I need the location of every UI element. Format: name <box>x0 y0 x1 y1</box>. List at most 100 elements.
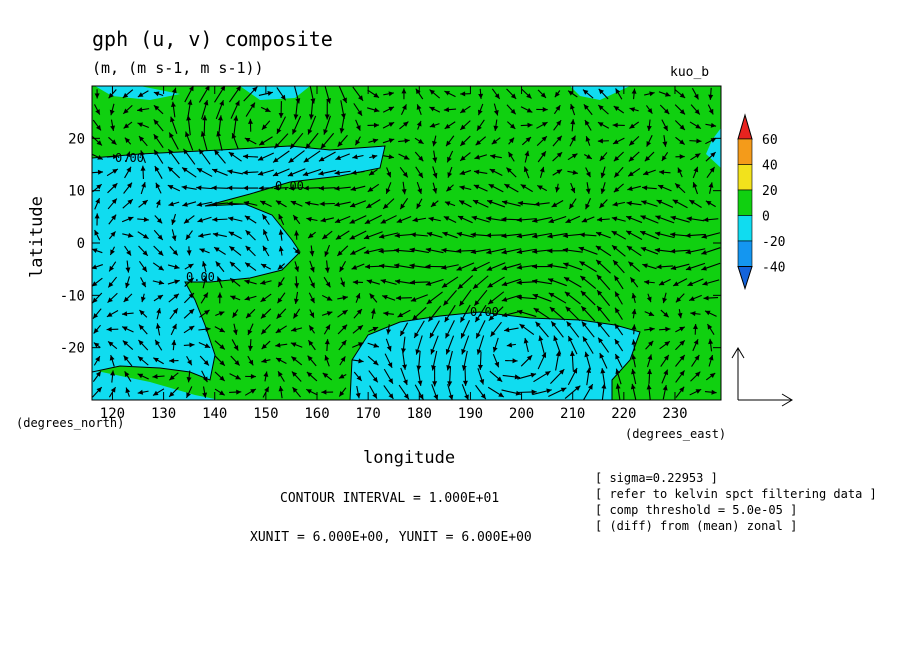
wind-vector <box>350 185 366 192</box>
reference-vector <box>731 347 793 407</box>
wind-vector <box>368 138 379 144</box>
wind-vector <box>294 230 300 240</box>
x-axis: 120 130 140 150 160 170 180 190 200 210 220 230 <box>100 86 688 422</box>
wind-vector <box>125 260 131 273</box>
wind-vector <box>501 278 522 287</box>
wind-vector <box>366 279 380 285</box>
wind-vector <box>410 232 428 238</box>
wind-vector <box>441 247 459 253</box>
wind-vector <box>214 388 225 396</box>
wind-vector <box>570 119 576 132</box>
wind-vector <box>532 264 553 270</box>
wind-vector <box>324 99 330 120</box>
wind-vector <box>324 244 331 257</box>
wind-vector <box>292 386 301 398</box>
wind-vector <box>491 137 501 145</box>
wind-vector <box>278 229 284 241</box>
wind-vector <box>242 170 259 176</box>
wind-vector <box>596 274 611 291</box>
wind-vector <box>533 370 551 383</box>
wind-vector <box>199 248 210 254</box>
wind-vector <box>215 100 224 120</box>
wind-vector <box>506 104 517 115</box>
colorbar-swatch <box>737 215 753 242</box>
wind-vector <box>625 230 643 240</box>
wind-vector <box>183 308 195 319</box>
wind-vector <box>430 200 439 208</box>
wind-vector <box>614 353 623 368</box>
wind-vector <box>611 230 627 240</box>
wind-vector <box>627 167 641 177</box>
wind-vector <box>380 215 397 224</box>
wind-vector <box>486 199 506 208</box>
wind-vector <box>644 326 655 332</box>
wind-vector <box>685 232 706 238</box>
wind-vector <box>415 166 424 179</box>
wind-vector <box>233 115 239 135</box>
wind-vector <box>552 169 563 176</box>
x-tick-label: 140 <box>202 406 227 422</box>
wind-vector <box>473 184 488 192</box>
x-tick-label: 200 <box>509 406 534 422</box>
wind-vector <box>611 216 626 222</box>
wind-vector <box>385 182 392 195</box>
wind-vector <box>181 167 197 178</box>
wind-vector <box>308 276 315 289</box>
wind-vector <box>292 308 301 319</box>
wind-vector <box>659 326 671 332</box>
wind-vector <box>397 309 411 318</box>
wind-vector <box>643 279 655 285</box>
wind-vector <box>520 122 533 128</box>
wind-vector <box>708 87 714 100</box>
wind-vector <box>674 120 686 131</box>
y-units-label: (degrees_north) <box>16 416 124 430</box>
wind-vector <box>492 337 499 353</box>
wind-vector <box>309 245 315 257</box>
wind-vector <box>476 119 485 131</box>
wind-vector <box>260 106 271 113</box>
wind-vector <box>476 335 485 355</box>
wind-vector <box>155 323 161 336</box>
wind-vector <box>257 152 275 161</box>
wind-vector <box>398 138 410 144</box>
wind-vector <box>569 350 575 371</box>
y-tick-label: 20 <box>68 131 85 147</box>
wind-vector <box>428 305 442 322</box>
wind-vector <box>486 262 506 271</box>
contour-line <box>349 311 641 400</box>
wind-vector <box>154 165 163 179</box>
colorbar-label: 60 <box>762 133 778 148</box>
colorbar-swatch <box>737 266 753 291</box>
wind-vector <box>322 372 333 381</box>
wind-vector <box>199 355 210 366</box>
wind-vector <box>307 231 316 239</box>
wind-vector <box>138 245 149 257</box>
wind-vector <box>581 216 595 223</box>
wind-vector <box>368 168 378 176</box>
wind-vector <box>214 355 226 367</box>
wind-vector <box>292 115 302 135</box>
wind-vector <box>563 276 582 288</box>
wind-vector <box>339 260 347 273</box>
wind-vector <box>471 261 490 272</box>
wind-vector <box>690 311 701 317</box>
wind-vector <box>108 214 117 225</box>
wind-vector <box>520 106 533 113</box>
wind-vector <box>584 119 592 131</box>
wind-vector <box>409 279 429 285</box>
wind-vector <box>701 247 721 255</box>
wind-vector <box>183 325 195 334</box>
wind-vector <box>379 263 399 269</box>
wind-vector <box>245 373 256 379</box>
wind-vector <box>355 292 361 303</box>
wind-vector <box>442 231 458 239</box>
wind-vector <box>586 367 592 386</box>
wind-vector <box>303 185 321 191</box>
wind-vector <box>425 278 444 286</box>
wind-vector <box>334 185 351 191</box>
wind-vector <box>198 326 211 332</box>
wind-vector <box>217 115 223 136</box>
wind-vector <box>489 168 503 177</box>
wind-vector <box>670 215 690 223</box>
wind-vector <box>367 107 380 113</box>
